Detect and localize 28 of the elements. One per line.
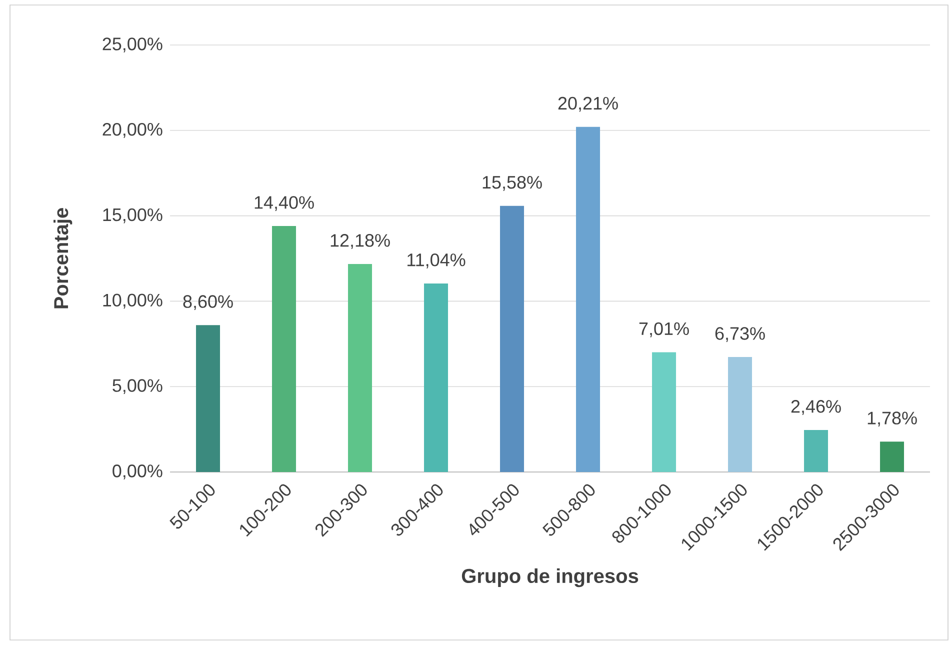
bar xyxy=(500,206,524,472)
bar xyxy=(348,264,372,472)
bar xyxy=(728,357,752,472)
bar xyxy=(196,325,220,472)
bar xyxy=(576,126,600,472)
data-label: 8,60% xyxy=(183,295,233,310)
bar xyxy=(804,430,828,472)
data-label: 14,40% xyxy=(254,196,314,211)
bar xyxy=(652,352,676,472)
data-label: 15,58% xyxy=(482,176,542,191)
y-tick-label: 25,00% xyxy=(102,38,162,52)
data-label: 6,73% xyxy=(715,327,765,342)
data-label: 2,46% xyxy=(791,400,841,415)
data-label: 12,18% xyxy=(330,234,390,249)
y-tick-label: 20,00% xyxy=(102,122,162,138)
data-label: 20,21% xyxy=(558,96,618,112)
y-tick-label: 10,00% xyxy=(103,294,162,309)
bar xyxy=(272,226,296,472)
data-label: 11,04% xyxy=(408,253,466,268)
y-tick-label: 15,00% xyxy=(103,208,162,224)
data-label: 7,01% xyxy=(639,322,689,338)
y-tick-label: 0,00% xyxy=(112,464,162,480)
bar xyxy=(880,442,904,472)
y-axis-title: Porcentaje xyxy=(54,208,72,308)
bar xyxy=(424,283,448,472)
x-axis-title: Grupo de ingresos xyxy=(462,568,638,588)
y-tick-label: 5,00% xyxy=(112,379,162,394)
data-label: 1,78% xyxy=(868,412,917,427)
